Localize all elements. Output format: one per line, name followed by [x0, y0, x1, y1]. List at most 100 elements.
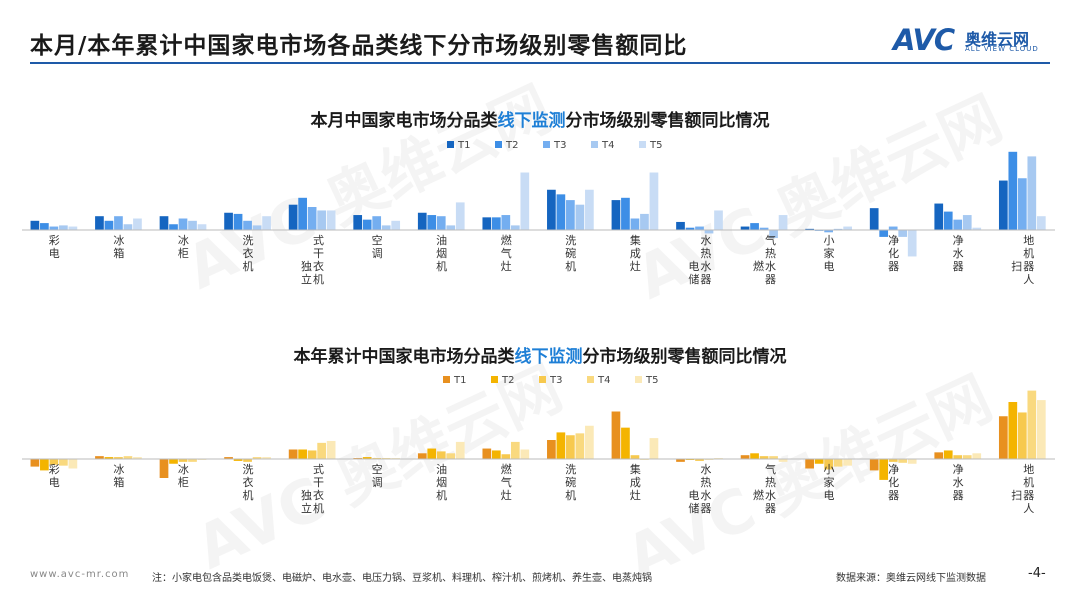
- bar-t5: [778, 459, 788, 462]
- category-label: 电: [824, 260, 835, 273]
- bar-t4: [510, 441, 520, 459]
- category-label: 立: [301, 272, 312, 286]
- category-label: 机: [1023, 246, 1034, 260]
- category-label: 式: [313, 463, 324, 476]
- bar-t4: [381, 225, 391, 230]
- bar-t5: [520, 449, 530, 459]
- bar-t1: [934, 452, 944, 459]
- bar-t3: [888, 226, 898, 230]
- category-label: 调: [372, 476, 383, 489]
- category-label: 柜: [178, 476, 189, 489]
- bar-t1: [611, 200, 621, 230]
- category-label: 人: [1023, 273, 1034, 286]
- bar-t2: [40, 459, 49, 471]
- bar-t5: [326, 440, 336, 459]
- category-label: 储: [688, 272, 699, 286]
- category-label: 热: [700, 247, 711, 260]
- category-label: 电: [688, 260, 699, 273]
- logo-en: ALL VIEW CLOUD: [965, 45, 1039, 53]
- chart2-title-post: 分市场级别零售额同比情况: [582, 347, 787, 367]
- legend-swatch-t5: [635, 376, 642, 383]
- bar-t3: [1017, 178, 1027, 230]
- category-label: 净: [888, 233, 899, 247]
- bar-t3: [114, 216, 123, 230]
- category-label: 冰: [178, 234, 189, 247]
- bar-t4: [898, 459, 908, 463]
- legend-label-t4: T4: [597, 375, 610, 386]
- category-label: 柜: [178, 247, 189, 260]
- bar-t3: [114, 457, 123, 459]
- bar-t2: [233, 459, 243, 461]
- legend-swatch-t3: [539, 376, 546, 383]
- category-label: 电: [824, 489, 835, 502]
- category-label: 化: [888, 475, 899, 489]
- category-label: 地: [1023, 463, 1034, 476]
- bar-t3: [436, 451, 446, 459]
- category-label: 热: [700, 476, 711, 489]
- page-title: 本月/本年累计中国家电市场各品类线下分市场级别零售额同比: [30, 33, 688, 59]
- category-label: 独: [301, 489, 312, 502]
- chart1-title-pre: 本月中国家电市场分品类: [310, 111, 498, 131]
- legend-label-t5: T5: [645, 375, 658, 386]
- legend-label-t3: T3: [553, 140, 566, 151]
- bar-t1: [547, 189, 556, 230]
- bar-t5: [907, 230, 917, 257]
- chart2-title-pre: 本年累计中国家电市场分品类: [293, 347, 515, 367]
- bar-t2: [943, 211, 953, 230]
- category-label: 机: [436, 488, 447, 502]
- bar-t1: [611, 411, 621, 459]
- category-label: 机: [242, 488, 253, 502]
- category-label: 式: [313, 234, 324, 247]
- category-label: 机: [436, 259, 447, 273]
- category-label: 地: [1023, 234, 1034, 247]
- bar-t1: [224, 457, 233, 459]
- bar-t1: [30, 459, 40, 467]
- footer-note: 注：小家电包含品类电饭煲、电磁炉、电水壶、电压力锅、豆浆机、料理机、榨汁机、煎烤…: [152, 573, 652, 584]
- bar-t1: [998, 416, 1008, 459]
- bar-t5: [68, 459, 78, 469]
- bar-t4: [1027, 390, 1037, 459]
- bar-t3: [178, 218, 188, 230]
- bar-t1: [95, 456, 104, 459]
- bar-t3: [953, 219, 963, 230]
- bar-t4: [59, 225, 68, 230]
- bar-t4: [833, 459, 843, 467]
- bar-t2: [427, 215, 437, 230]
- category-label: 净: [953, 462, 964, 476]
- bar-t2: [556, 194, 566, 230]
- avc-logo: AVC 奥维云网 ALL VIEW CLOUD: [893, 24, 1053, 56]
- bar-t5: [520, 172, 530, 230]
- bar-t3: [566, 435, 575, 459]
- bar-t5: [843, 459, 852, 466]
- category-label: 成: [630, 476, 641, 489]
- bar-t4: [252, 225, 262, 230]
- category-label: 气: [501, 475, 512, 489]
- category-label: 器: [1023, 260, 1034, 273]
- category-label: 燃: [753, 259, 764, 273]
- bar-t4: [962, 455, 972, 459]
- bar-t3: [759, 227, 769, 230]
- category-label: 冰: [178, 463, 189, 476]
- category-label: 器: [700, 502, 711, 515]
- category-label: 灶: [630, 260, 641, 273]
- category-label: 干: [313, 476, 324, 489]
- category-label: 电: [688, 489, 699, 502]
- legend-swatch-t3: [543, 141, 550, 148]
- bar-t3: [630, 455, 640, 459]
- bar-t4: [575, 204, 585, 230]
- bar-t5: [133, 457, 142, 459]
- bar-t4: [317, 442, 326, 459]
- category-label: 家: [824, 475, 835, 489]
- bar-t2: [427, 448, 437, 459]
- bar-t1: [288, 449, 298, 459]
- bar-t3: [178, 459, 188, 462]
- bar-t1: [30, 220, 40, 230]
- category-label: 洗: [242, 234, 253, 247]
- category-label: 箱: [113, 246, 124, 260]
- bar-t1: [159, 216, 169, 230]
- bar-t4: [769, 230, 778, 239]
- bar-t4: [640, 213, 649, 230]
- legend-swatch-t1: [447, 141, 454, 148]
- bar-t1: [998, 180, 1008, 230]
- category-label: 燃: [753, 488, 764, 502]
